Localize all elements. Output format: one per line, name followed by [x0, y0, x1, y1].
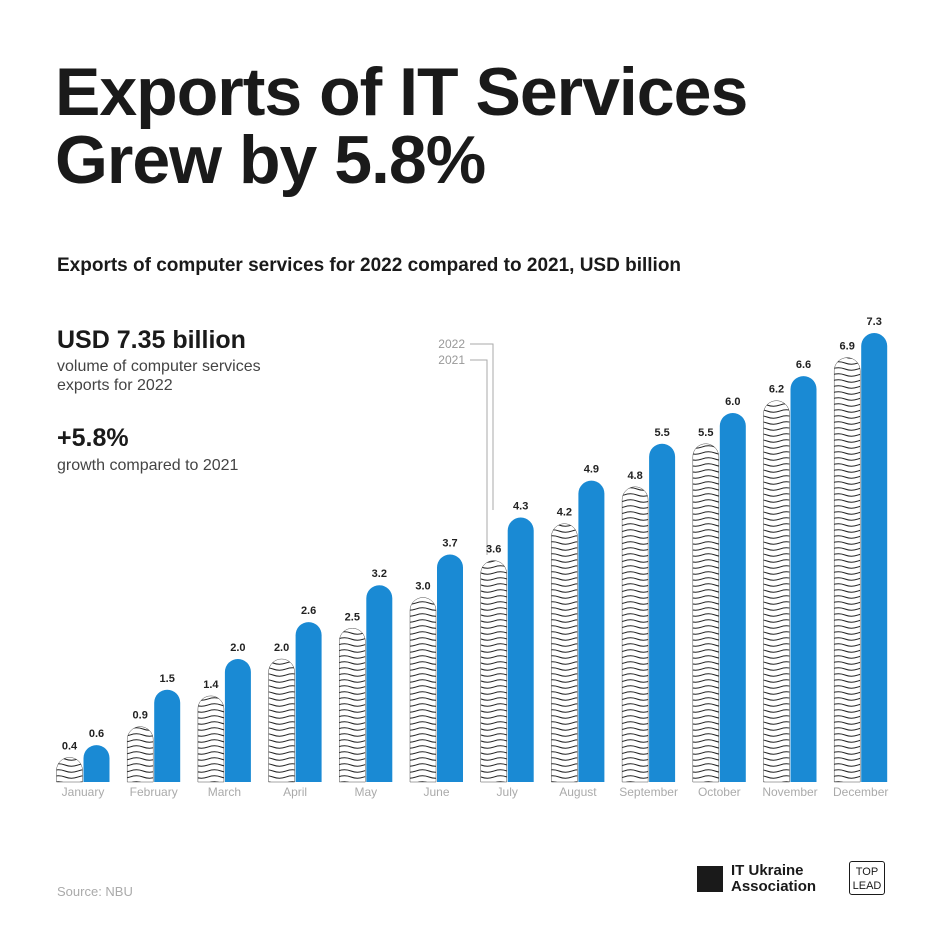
- x-tick-label: September: [619, 785, 678, 799]
- value-label: 4.2: [557, 507, 572, 519]
- highlight-text: growth compared to 2021: [57, 457, 239, 474]
- value-label: 0.9: [133, 710, 148, 722]
- highlight-value: USD 7.35 billion: [57, 326, 246, 354]
- x-tick-label: January: [62, 785, 105, 799]
- value-label: 4.3: [513, 501, 528, 513]
- x-tick-label: June: [423, 785, 449, 799]
- value-label: 7.3: [867, 316, 882, 328]
- bar: [409, 597, 437, 783]
- bar: [83, 745, 110, 782]
- logo-line: Association: [731, 878, 817, 895]
- highlight-text: volume of computer services exports for …: [57, 358, 261, 394]
- value-label: 0.6: [89, 728, 104, 740]
- bar: [507, 517, 534, 782]
- value-label: 6.0: [725, 396, 740, 408]
- bar: [763, 400, 790, 783]
- legend-label: 2022: [438, 337, 465, 351]
- x-tick-label: December: [833, 785, 888, 799]
- logo-icon: [697, 866, 723, 892]
- bar: [56, 757, 83, 783]
- bar: [197, 695, 225, 783]
- value-label: 6.2: [769, 384, 784, 396]
- bar: [621, 486, 649, 783]
- bar: [268, 658, 295, 783]
- highlight-value: +5.8%: [57, 424, 129, 452]
- title: Exports of IT Services Grew by 5.8%: [55, 54, 748, 198]
- value-label: 6.6: [796, 359, 811, 371]
- x-tick-label: November: [762, 785, 817, 799]
- bar: [480, 560, 507, 783]
- bar: [551, 523, 578, 783]
- value-label: 5.5: [698, 427, 713, 439]
- legend-leader: [470, 359, 488, 555]
- value-label: 2.0: [230, 642, 245, 654]
- x-tick-label: February: [130, 785, 178, 799]
- x-tick-label: October: [698, 785, 741, 799]
- value-label: 1.5: [160, 673, 175, 685]
- value-label: 4.8: [627, 470, 642, 482]
- bar: [861, 333, 888, 782]
- value-label: 2.6: [301, 605, 316, 617]
- bar: [366, 585, 393, 782]
- value-label: 0.4: [62, 740, 78, 752]
- x-tick-label: March: [208, 785, 241, 799]
- x-tick-label: August: [559, 785, 597, 799]
- logo-line: LEAD: [852, 880, 882, 892]
- bar: [790, 376, 817, 782]
- subtitle: Exports of computer services for 2022 co…: [57, 255, 682, 276]
- logo-line: TOP: [855, 866, 879, 878]
- bar: [649, 443, 676, 782]
- value-label: 2.0: [274, 642, 289, 654]
- value-label: 3.2: [372, 568, 387, 580]
- logo-line: IT Ukraine: [731, 862, 804, 879]
- value-label: 3.7: [442, 537, 457, 549]
- value-label: 6.9: [840, 341, 855, 353]
- bar: [834, 357, 861, 783]
- bar: [339, 628, 366, 783]
- value-label: 3.0: [415, 581, 430, 593]
- bar: [692, 443, 719, 783]
- value-label: 2.5: [345, 611, 360, 623]
- bar: [719, 413, 746, 782]
- value-label: 3.6: [486, 544, 501, 556]
- x-tick-label: May: [354, 785, 377, 799]
- bar: [437, 554, 463, 782]
- bar: [295, 622, 322, 782]
- legend-label: 2021: [438, 353, 465, 367]
- bar: [224, 659, 251, 782]
- partner-logo: TOP LEAD: [849, 861, 885, 895]
- source: Source: NBU: [57, 884, 133, 899]
- bar: [578, 480, 605, 782]
- value-label: 5.5: [654, 427, 669, 439]
- legend-leader: [470, 343, 494, 510]
- logo-text: IT Ukraine Association: [731, 863, 816, 895]
- x-tick-label: April: [283, 785, 307, 799]
- value-label: 1.4: [203, 679, 219, 691]
- value-label: 4.9: [584, 464, 599, 476]
- x-tick-label: July: [497, 785, 518, 799]
- bar: [154, 689, 181, 782]
- bar: [127, 726, 154, 783]
